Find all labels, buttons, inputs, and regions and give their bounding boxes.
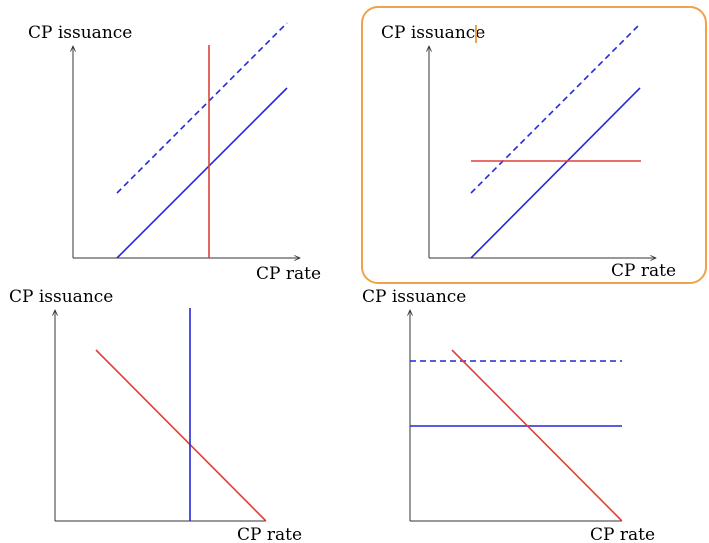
panel-1[interactable]: CP issuance CP rate xyxy=(28,22,321,284)
panel-2[interactable]: CP issuance CP rate xyxy=(361,6,707,284)
panel-2-selection-border xyxy=(361,6,707,284)
panel-2-solid-blue-line xyxy=(470,87,641,259)
panel-4-diagonal-red-line xyxy=(451,349,623,522)
panel-1-solid-blue-line xyxy=(116,87,288,259)
panel-3[interactable]: CP issuance CP rate xyxy=(9,287,302,543)
panel-2-y-axis-label: CP issuance xyxy=(381,23,485,43)
panel-4[interactable]: CP issuance CP rate xyxy=(362,287,655,543)
panel-4-y-axis-label: CP issuance xyxy=(362,287,466,307)
panel-2-x-axis-label: CP rate xyxy=(611,261,676,281)
panel-1-y-axis-label: CP issuance xyxy=(28,23,132,43)
panel-1-dashed-blue-line xyxy=(116,22,288,194)
panel-4-x-axis-label: CP rate xyxy=(590,525,655,543)
panel-1-x-axis-label: CP rate xyxy=(256,264,321,284)
panel-3-diagonal-red-line xyxy=(95,349,267,522)
panel-3-x-axis-label: CP rate xyxy=(237,525,302,543)
panel-3-y-axis-label: CP issuance xyxy=(9,287,113,307)
panel-2-dashed-blue-line xyxy=(470,23,641,194)
